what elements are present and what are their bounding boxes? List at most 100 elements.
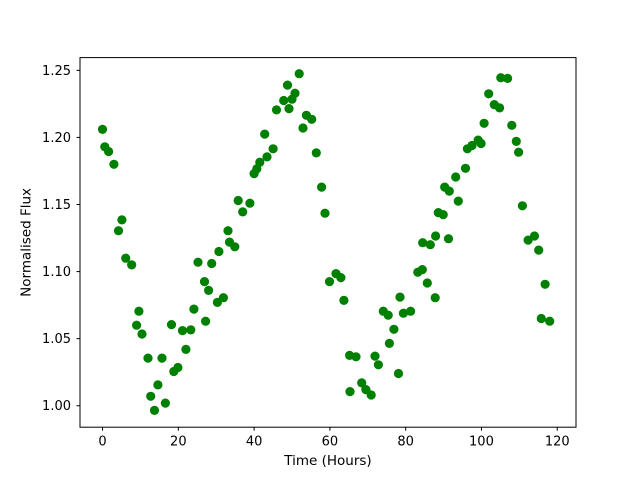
data-point (339, 295, 349, 305)
data-point (453, 196, 463, 206)
data-point (294, 69, 304, 79)
y-axis-label: Normalised Flux (19, 188, 35, 297)
data-point (245, 198, 255, 208)
y-tick-label: 1.25 (42, 64, 71, 79)
data-point (166, 320, 177, 330)
data-point (199, 277, 210, 287)
data-point (406, 306, 416, 316)
data-point (336, 273, 346, 283)
data-point (134, 306, 144, 316)
data-point (389, 324, 399, 334)
data-point (324, 277, 335, 287)
data-point (207, 258, 217, 269)
data-point (351, 352, 361, 362)
data-point (271, 105, 282, 115)
data-point (422, 278, 432, 288)
data-point (189, 304, 199, 314)
data-point (214, 246, 224, 257)
data-point (418, 238, 428, 248)
x-tick-label: 0 (98, 435, 106, 450)
data-point (511, 136, 521, 146)
data-point (153, 380, 163, 390)
data-point (193, 257, 203, 267)
data-point (181, 344, 191, 354)
data-point (177, 326, 188, 336)
data-point (345, 387, 355, 397)
x-tick-label: 40 (246, 435, 263, 450)
x-tick-label: 120 (545, 435, 570, 450)
data-point (496, 73, 506, 83)
data-point (260, 129, 270, 139)
data-point (298, 123, 308, 133)
data-point (230, 242, 240, 252)
data-point (117, 215, 127, 225)
data-point (431, 231, 441, 241)
data-point (467, 140, 477, 151)
data-point (484, 89, 494, 99)
y-tick-label: 1.05 (42, 332, 71, 347)
data-point (395, 292, 405, 302)
data-point (536, 313, 546, 324)
data-point (143, 353, 153, 363)
data-point (479, 118, 489, 128)
data-point (223, 226, 233, 236)
data-points-layer (97, 69, 555, 415)
plot-frame (79, 57, 577, 428)
data-point (393, 368, 404, 379)
data-point (204, 285, 214, 295)
data-point (173, 362, 183, 373)
y-tick-label: 1.15 (42, 198, 71, 213)
data-point (284, 104, 294, 114)
data-point (320, 208, 330, 218)
data-point (97, 124, 108, 134)
data-point (529, 231, 540, 241)
data-point (255, 157, 265, 167)
data-point (451, 172, 461, 182)
data-point (425, 240, 435, 250)
data-point (317, 182, 327, 192)
data-point (218, 293, 228, 303)
data-point (262, 152, 272, 162)
data-point (121, 253, 131, 263)
data-point (357, 378, 367, 388)
data-point (507, 120, 517, 130)
data-point (279, 95, 289, 106)
data-point (398, 308, 408, 318)
data-point (311, 148, 321, 158)
data-point (370, 351, 380, 361)
y-tick-label: 1.20 (42, 131, 71, 146)
data-point (233, 195, 243, 206)
data-point (186, 325, 196, 335)
data-point (137, 329, 147, 339)
x-tick-label: 60 (322, 435, 339, 450)
data-point (366, 390, 376, 400)
data-point (104, 146, 114, 157)
data-point (383, 310, 393, 320)
data-point (238, 207, 248, 217)
data-point (430, 293, 440, 303)
data-point (514, 147, 524, 157)
data-point (545, 316, 555, 326)
data-point (127, 260, 137, 270)
data-point (268, 144, 278, 154)
data-point (444, 186, 454, 196)
data-point (373, 360, 383, 370)
x-axis-label: Time (Hours) (283, 453, 371, 469)
x-tick-label: 80 (397, 435, 414, 450)
data-point (443, 234, 454, 244)
data-point (157, 353, 167, 363)
data-point (476, 138, 486, 149)
data-point (201, 316, 211, 326)
data-point (417, 265, 427, 275)
data-point (517, 201, 528, 211)
x-tick-label: 100 (469, 435, 494, 450)
data-point (438, 210, 448, 220)
x-tick-label: 20 (170, 435, 187, 450)
ticks-layer: 0 20 40 60 80 100 120 1.00 1.05 1.10 1.15 1.20 1.25 (42, 64, 570, 450)
data-point (460, 163, 471, 173)
data-point (384, 338, 394, 348)
data-point (132, 320, 142, 330)
data-point (534, 245, 544, 255)
